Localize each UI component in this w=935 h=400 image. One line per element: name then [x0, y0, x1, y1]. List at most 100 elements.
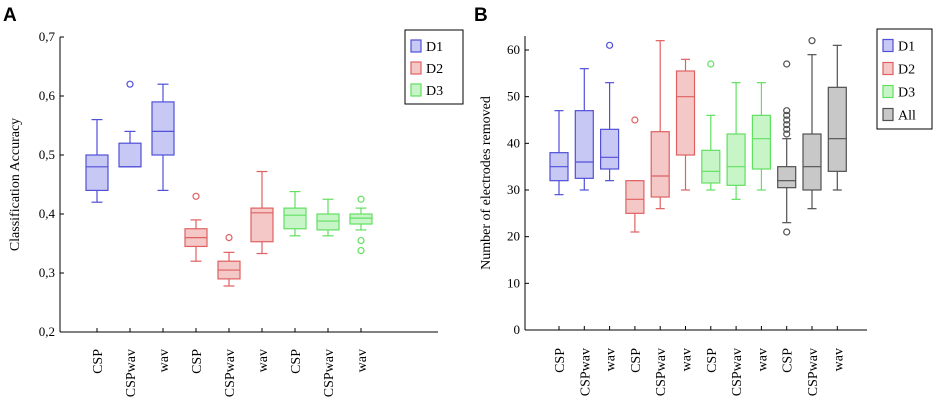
box-d1-wav: wav: [599, 41, 620, 371]
outlier-point: [357, 195, 365, 203]
legend-label-d3: D3: [426, 84, 443, 99]
box-iqr: [827, 86, 847, 172]
x-category-label: wav: [256, 349, 271, 372]
x-category-label: CSP: [91, 349, 106, 374]
x-category-label: CSP: [190, 349, 205, 374]
outlier-point: [357, 236, 365, 245]
legend-label-d1: D1: [426, 40, 443, 55]
chart-panel-a: 0,2 0,3 0,4 0,5 0,6 0,7 Classification Accurac…: [8, 29, 464, 397]
legend-label-all: All: [898, 109, 916, 124]
box-d2-wav: wav: [675, 58, 696, 371]
x-category-label: wav: [755, 348, 770, 371]
y-tick-label: 40: [507, 135, 520, 150]
box-d2-csp: CSP: [184, 192, 208, 374]
box-d3-wav: wav: [751, 82, 772, 371]
legend: D1 D2 D3: [404, 29, 464, 105]
box-iqr: [599, 128, 620, 170]
box-iqr: [751, 114, 772, 170]
box-iqr: [802, 133, 822, 191]
y-tick-label: 30: [507, 182, 520, 197]
box-iqr: [650, 131, 670, 198]
legend-swatch-d1: [882, 38, 894, 53]
y-axis-label: Number of electrodes removed: [479, 96, 494, 270]
box-d3-cspwav: CSPwav: [726, 82, 746, 396]
outlier-point: [783, 130, 791, 138]
y-tick-label: 50: [507, 89, 520, 104]
box-d2-csp: CSP: [625, 116, 645, 373]
legend-label-d1: D1: [898, 40, 915, 55]
x-category-label: CSPwav: [806, 348, 821, 396]
outlier-point: [225, 234, 233, 242]
outlier-point: [357, 246, 365, 255]
box-d1-csp: CSP: [549, 110, 569, 373]
x-category-label: CSPwav: [654, 348, 669, 396]
x-category-label: CSPwav: [322, 349, 337, 397]
box-d3-wav: wav: [349, 195, 373, 372]
x-category-label: CSPwav: [124, 349, 139, 397]
x-category-label: CSPwav: [223, 349, 238, 397]
panel-letter-b: B: [474, 5, 488, 26]
chart-panel-b: 0 10 20 30 40 50 60 Number of electrodes remove…: [479, 28, 933, 396]
box-iqr: [574, 110, 594, 179]
box-iqr: [85, 154, 109, 192]
outlier-point: [126, 80, 134, 88]
outlier-point: [783, 107, 791, 115]
box-iqr: [118, 142, 142, 168]
box-d2-cspwav: CSPwav: [217, 234, 241, 397]
x-category-label: wav: [680, 348, 695, 371]
y-tick-label: 20: [507, 229, 520, 244]
y-tick-label: 0,6: [39, 88, 56, 103]
y-tick-label: 0: [514, 322, 521, 337]
legend-label-d3: D3: [898, 86, 915, 101]
legend-swatch-d1: [410, 39, 422, 53]
box-d3-csp: CSP: [283, 190, 307, 374]
x-category-label: wav: [604, 348, 619, 371]
y-tick-label: 0,7: [39, 29, 56, 44]
box-iqr: [151, 101, 175, 156]
outlier-point: [783, 111, 791, 119]
box-all-csp: CSP: [777, 60, 797, 373]
x-category-label: CSP: [705, 348, 720, 373]
box-all-wav: wav: [827, 44, 847, 371]
box-d2-cspwav: CSPwav: [650, 40, 670, 396]
box-iqr: [777, 166, 797, 189]
y-axis-label: Classification Accuracy: [8, 118, 23, 251]
box-d3-cspwav: CSPwav: [316, 198, 340, 397]
y-tick-label: 0,2: [39, 324, 55, 339]
box-d1-cspwav: CSPwav: [574, 68, 594, 396]
box-iqr: [250, 207, 274, 243]
box-all-cspwav: CSPwav: [802, 37, 822, 396]
outlier-point: [808, 37, 816, 45]
outlier-point: [707, 60, 715, 68]
outlier-point: [783, 125, 791, 133]
x-category-label: CSPwav: [578, 348, 593, 396]
outlier-point: [783, 60, 791, 68]
legend-label-d2: D2: [426, 62, 443, 77]
x-category-label: CSP: [781, 348, 796, 373]
x-category-label: CSP: [629, 348, 644, 373]
legend-swatch-d3: [882, 84, 894, 99]
box-d3-csp: CSP: [701, 60, 721, 373]
x-category-label: wav: [355, 349, 370, 372]
legend-swatch-d2: [410, 61, 422, 75]
panel-letter-a: A: [3, 5, 17, 26]
y-tick-label: 60: [507, 42, 520, 57]
box-iqr: [283, 207, 307, 230]
box-d1-csp: CSP: [85, 118, 109, 374]
outlier-point: [192, 192, 200, 200]
box-d2-wav: wav: [250, 170, 274, 372]
y-tick-label: 0,3: [39, 265, 55, 280]
box-iqr: [675, 70, 696, 156]
box-iqr: [625, 180, 645, 214]
y-tick-label: 10: [507, 275, 520, 290]
legend-label-d2: D2: [898, 63, 915, 78]
y-tick-label: 0,4: [39, 206, 56, 221]
legend: D1 D2 D3 All: [876, 28, 933, 130]
x-category-label: wav: [157, 349, 172, 372]
x-category-label: CSPwav: [730, 348, 745, 396]
box-iqr: [349, 213, 373, 225]
outlier-point: [605, 41, 614, 49]
box-d1-wav: wav: [151, 83, 175, 372]
